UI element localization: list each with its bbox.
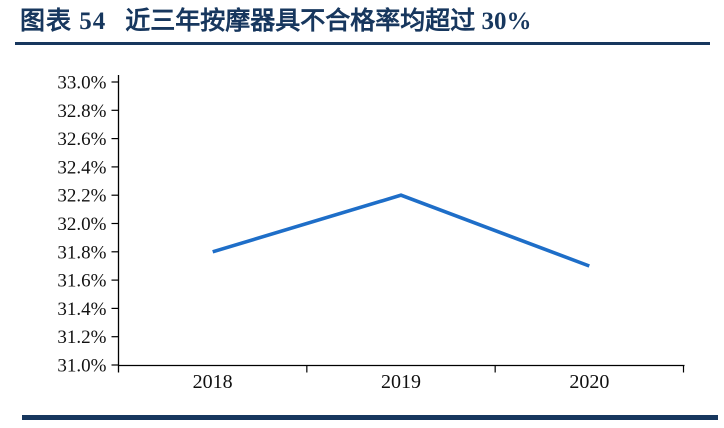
x-tick-label: 2020 [569,371,609,393]
y-tick-label: 31.8% [57,242,106,263]
y-tick-label: 32.0% [57,214,106,235]
y-tick-label: 31.2% [57,327,106,348]
y-tick-label: 32.8% [57,101,106,122]
figure-title: 图表 54 近三年按摩器具不合格率均超过 30% [20,5,532,39]
figure-number-label: 图表 54 [20,8,107,35]
y-tick-label: 32.2% [57,186,106,207]
x-tick-label: 2018 [193,371,233,393]
y-tick-label: 32.6% [57,129,106,150]
x-tick-label: 2019 [381,371,421,393]
figure-title-text: 近三年按摩器具不合格率均超过 30% [125,8,532,35]
y-tick-label: 31.6% [57,271,106,292]
bottom-rule [22,415,718,420]
line-chart: 33.0% 32.8% 32.6% 32.4% 32.2% 32.0% 31.8% 31.6%… [57,73,685,393]
y-tick-label: 33.0% [57,73,106,94]
y-tick-label: 31.0% [57,356,106,377]
data-line [212,193,590,268]
title-underline [15,42,710,45]
y-tick-label: 32.4% [57,157,106,178]
y-tick-label: 31.4% [57,299,106,320]
